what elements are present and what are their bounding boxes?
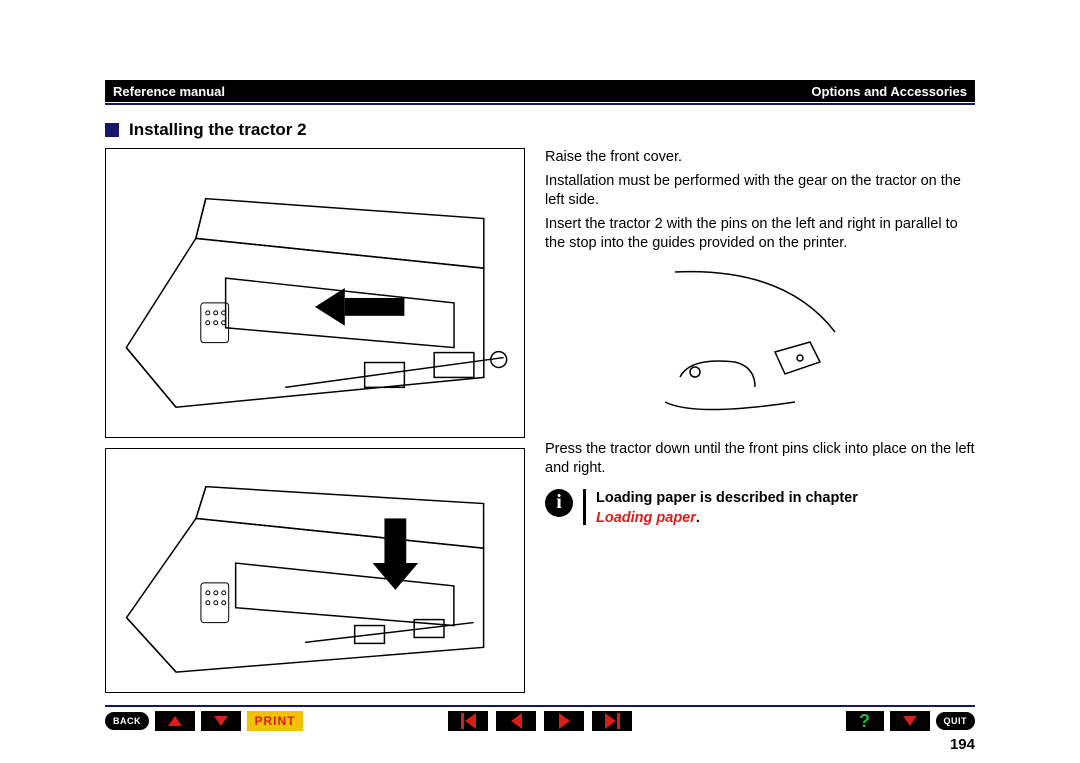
footer-nav: BACK PRINT ? QUIT	[105, 710, 975, 732]
back-button[interactable]: BACK	[105, 712, 149, 730]
first-page-button[interactable]	[448, 711, 488, 731]
info-text-label: Loading paper is described in chapter	[596, 490, 858, 506]
scroll-down-button[interactable]	[201, 711, 241, 731]
triangle-left-icon	[465, 713, 476, 729]
triangle-down-icon	[903, 716, 917, 726]
info-text: Loading paper is described in chapter Lo…	[596, 489, 858, 528]
paragraph-4: Press the tractor down until the front p…	[545, 440, 975, 479]
quit-button[interactable]: QUIT	[936, 712, 976, 730]
triangle-right-icon	[559, 713, 570, 729]
page-number: 194	[105, 736, 975, 753]
bar-icon	[461, 713, 464, 729]
header-right: Options and Accessories	[811, 84, 967, 99]
figure-1-printer-tractor-install	[105, 148, 525, 438]
print-button[interactable]: PRINT	[247, 711, 303, 731]
header-rule	[105, 103, 975, 105]
bar-icon	[617, 713, 620, 729]
header-left: Reference manual	[113, 84, 225, 99]
info-icon: i	[545, 489, 573, 517]
section-heading-row: Installing the tractor 2	[105, 120, 975, 140]
paragraph-1: Raise the front cover.	[545, 148, 975, 168]
triangle-down-icon	[214, 716, 228, 726]
last-page-button[interactable]	[592, 711, 632, 731]
help-button[interactable]: ?	[846, 711, 884, 731]
triangle-right-icon	[605, 713, 616, 729]
figure-2-printer-tractor-press	[105, 448, 525, 693]
footer-rule	[105, 705, 975, 707]
section-heading: Installing the tractor 2	[129, 120, 307, 140]
info-period: .	[696, 510, 700, 526]
menu-down-button[interactable]	[890, 711, 930, 731]
prev-page-button[interactable]	[496, 711, 536, 731]
triangle-left-icon	[511, 713, 522, 729]
next-page-button[interactable]	[544, 711, 584, 731]
square-bullet-icon	[105, 123, 119, 137]
header-bar: Reference manual Options and Accessories	[105, 80, 975, 102]
scroll-up-button[interactable]	[155, 711, 195, 731]
info-divider	[583, 489, 586, 525]
info-link-loading-paper[interactable]: Loading paper	[596, 510, 696, 526]
figure-3-gear-detail	[635, 262, 865, 422]
triangle-up-icon	[168, 716, 182, 726]
paragraph-2: Installation must be performed with the …	[545, 172, 975, 211]
info-note: i Loading paper is described in chapter …	[545, 489, 975, 528]
paragraph-3: Insert the tractor 2 with the pins on th…	[545, 215, 975, 254]
